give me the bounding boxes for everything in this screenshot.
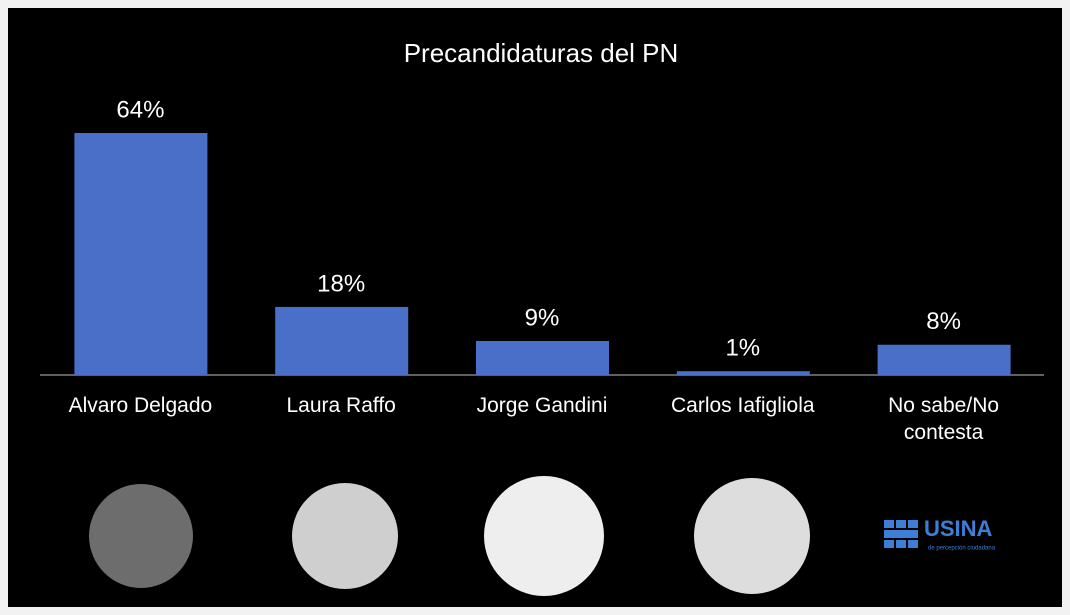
x-tick-label: Jorge Gandini: [476, 394, 608, 417]
value-label: 64%: [116, 96, 164, 123]
photo: [484, 476, 604, 596]
x-tick-label: Alvaro Delgado: [68, 394, 213, 417]
chart-title: Precandidaturas del PN: [404, 38, 679, 68]
bar: [676, 371, 810, 375]
photo: [292, 483, 398, 589]
photos: [89, 476, 918, 596]
logo-name: USINA: [924, 516, 993, 541]
value-label: 9%: [525, 304, 560, 331]
x-tick-label: No sabe/No contesta: [888, 394, 1000, 444]
bar: [476, 340, 609, 375]
value-label: 1%: [725, 335, 760, 362]
value-label: 18%: [317, 270, 365, 297]
value-label: 8%: [926, 308, 961, 335]
bar: [275, 306, 409, 375]
x-tick-label: Carlos Iafigliola: [671, 394, 815, 417]
logo-icon: [884, 520, 918, 548]
photo: [694, 478, 810, 594]
photo: [89, 484, 193, 588]
logo-tagline: de percepción ciudadana: [928, 546, 996, 552]
bar: [877, 344, 1011, 375]
x-tick-label: Laura Raffo: [286, 394, 396, 417]
bar: [74, 133, 208, 375]
